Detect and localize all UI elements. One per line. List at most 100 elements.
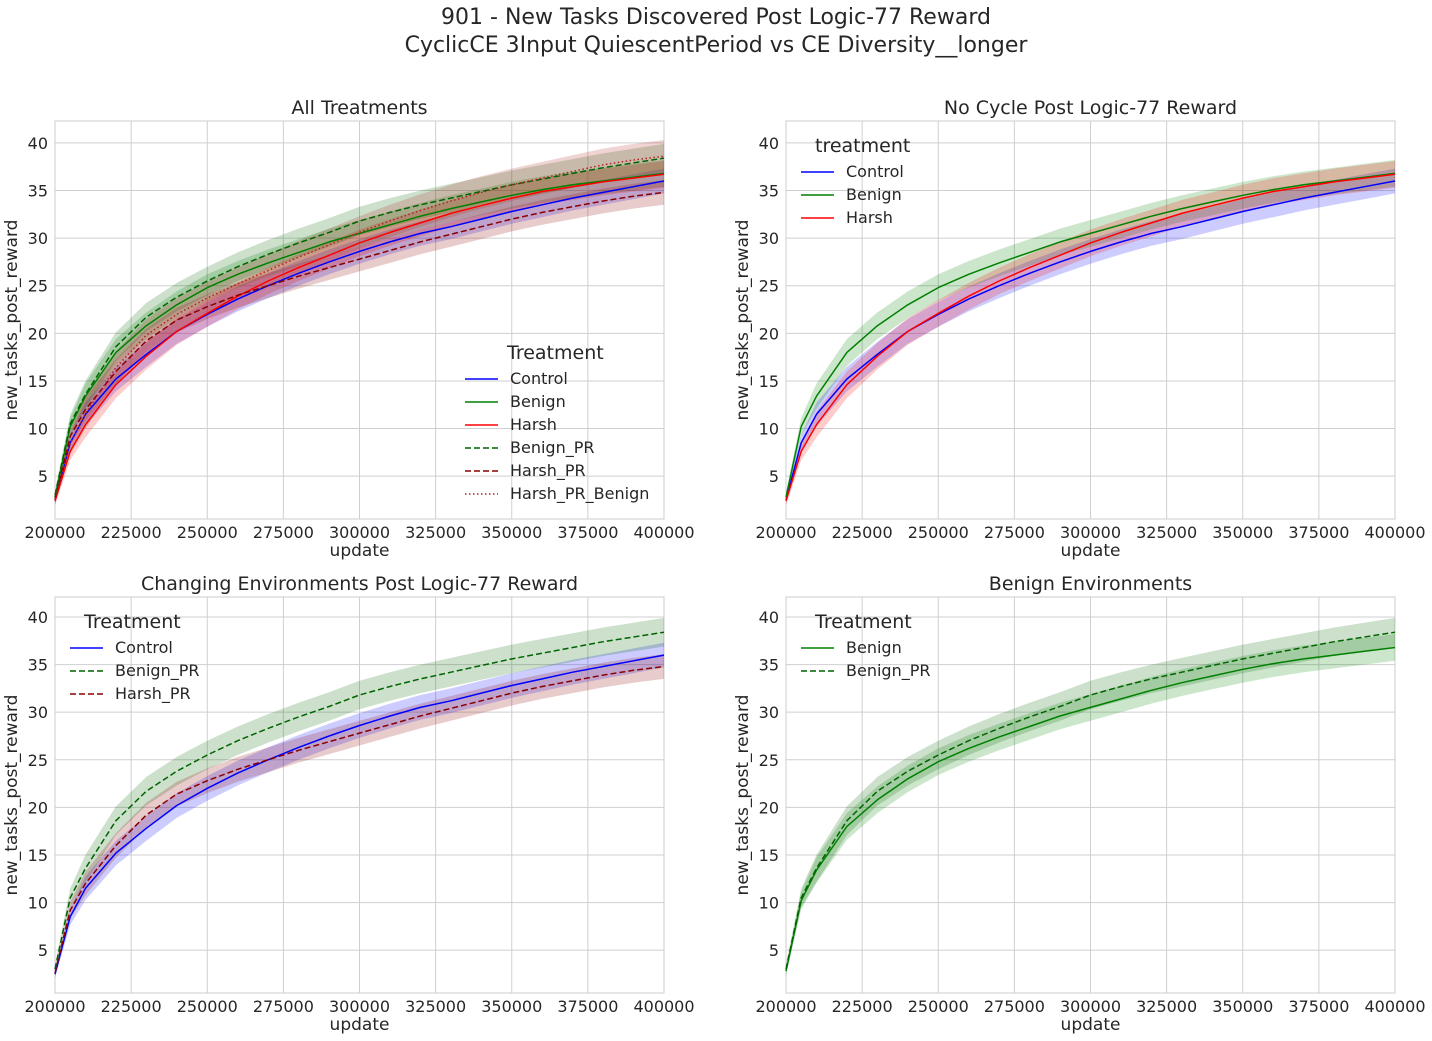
series-band-harsh-pr [55,180,664,504]
x-tick-label: 325000 [405,997,466,1016]
y-tick-label: 15 [28,372,48,391]
y-tick-label: 15 [759,846,779,865]
panel-title: All Treatments [291,97,427,119]
legend-label: Harsh [846,208,893,227]
legend-label: Harsh_PR [510,461,586,481]
legend-label: Harsh [510,415,557,434]
x-tick-label: 250000 [908,997,969,1016]
gridlines [54,121,665,519]
plot-frame [54,120,665,520]
x-tick-label: 400000 [633,523,694,542]
legend-label: Benign [510,392,566,411]
x-tick-label: 225000 [101,523,162,542]
y-tick-label: 20 [28,798,48,817]
y-tick-label: 35 [28,182,48,201]
x-tick-label: 275000 [253,997,314,1016]
x-axis-label: update [330,541,390,561]
x-tick-label: 200000 [755,997,816,1016]
x-tick-label: 225000 [832,997,893,1016]
y-tick-label: 5 [769,941,779,960]
chart-panel-2: 200000 225000 250000 275000 300000 325000 3500… [733,97,1426,561]
y-tick-label: 20 [759,798,779,817]
x-tick-label: 325000 [405,523,466,542]
x-tick-label: 325000 [1136,523,1197,542]
x-tick-label: 250000 [908,523,969,542]
y-tick-label: 40 [759,134,779,153]
legend: Treatment Benign Benign_PR [801,611,930,681]
series-band-harsh [786,161,1395,506]
series-line-harsh-pr [54,665,665,974]
legend-label: Control [846,162,904,181]
x-tick-label: 375000 [557,523,618,542]
x-tick-label: 300000 [329,523,390,542]
y-tick-label: 35 [28,656,48,675]
legend-title: Treatment [83,611,181,633]
y-tick-label: 5 [769,467,779,486]
series-band-control [55,168,664,505]
y-tick-label: 5 [38,467,48,486]
y-tick-label: 30 [28,229,48,248]
x-tick-label: 400000 [1364,523,1425,542]
series-line-benign-pr [785,631,1396,970]
y-tick-label: 20 [28,324,48,343]
legend-label: Harsh_PR [115,684,191,704]
series-band-harsh [55,161,664,506]
x-tick-label: 275000 [253,523,314,542]
series-line-benign-pr [54,631,665,970]
series-line-harsh [785,173,1396,502]
figure-title-line-2: CyclicCE 3Input QuiescentPeriod vs CE Di… [404,33,1028,58]
legend-label: Benign [846,185,902,204]
series-line-benign [54,172,665,498]
x-tick-label: 225000 [832,523,893,542]
y-tick-label: 15 [28,846,48,865]
series-line-control [785,180,1396,501]
y-axis-label: new_tasks_post_reward [2,695,22,896]
y-tick-label: 25 [759,751,779,770]
x-tick-label: 250000 [177,997,238,1016]
x-tick-label: 300000 [1060,997,1121,1016]
y-tick-label: 25 [28,751,48,770]
y-tick-label: 35 [759,182,779,201]
x-axis-label: update [1061,541,1121,561]
x-tick-label: 300000 [1060,523,1121,542]
series-band-harsh-pr-benign [55,140,664,505]
y-tick-label: 5 [38,941,48,960]
y-axis-label: new_tasks_post_reward [2,220,22,421]
figure-title: 901 - New Tasks Discovered Post Logic-77… [0,4,1432,60]
plot-frame [785,120,1396,520]
series-band-benign-pr [786,617,1395,975]
x-tick-label: 200000 [24,523,85,542]
series-band-benign [55,160,664,502]
series-band-benign-pr [55,143,664,501]
legend-label: Harsh_PR_Benign [510,484,649,504]
series-band-benign [786,160,1395,502]
legend-title: Treatment [814,611,912,633]
x-tick-label: 375000 [1288,997,1349,1016]
x-tick-label: 250000 [177,523,238,542]
chart-panel-3: 200000 225000 250000 275000 300000 325000 3500… [2,573,695,1035]
x-tick-label: 300000 [329,997,390,1016]
legend-title: treatment [815,135,910,157]
legend-label: Control [510,369,568,388]
series-band-benign [786,634,1395,976]
y-axis-label: new_tasks_post_reward [733,695,753,896]
y-tick-label: 25 [28,277,48,296]
x-tick-label: 325000 [1136,997,1197,1016]
series-line-harsh [54,173,665,502]
panel-title: No Cycle Post Logic-77 Reward [944,97,1237,119]
series-line-benign [785,172,1396,498]
series-line-control [54,180,665,501]
legend-label: Benign_PR [510,438,594,458]
chart-panel-4: 200000 225000 250000 275000 300000 325000 3500… [733,573,1426,1035]
plot-frame [785,596,1396,994]
x-tick-label: 350000 [481,997,542,1016]
series-band-control [55,642,664,979]
legend-label: Benign_PR [115,661,199,681]
legend-label: Benign_PR [846,661,930,681]
legend: Treatment Control Benign_PR Harsh_PR [70,611,199,704]
series-band-benign-pr [55,617,664,975]
legend-title: Treatment [506,342,604,364]
panel-title: Changing Environments Post Logic-77 Rewa… [141,573,578,595]
x-tick-label: 225000 [101,997,162,1016]
